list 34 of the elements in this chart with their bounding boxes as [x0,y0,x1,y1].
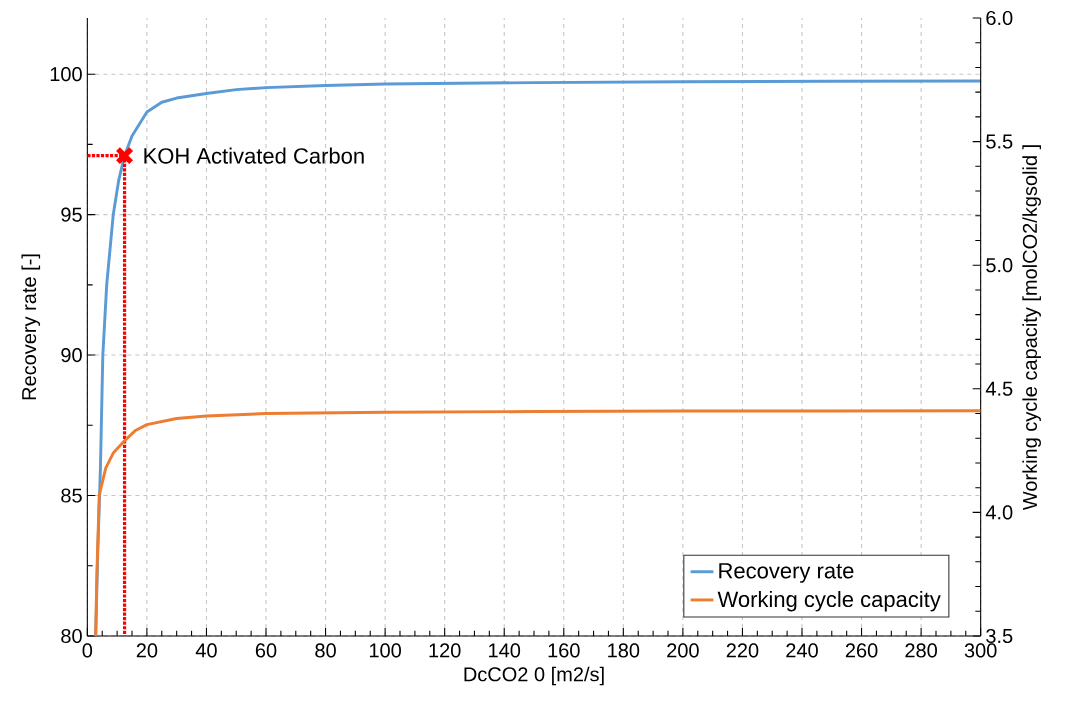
x-tick-label: 100 [369,643,401,658]
legend-label: Working cycle capacity [717,590,941,612]
y-tick-label: 80 [61,628,82,644]
y2-tick-label: 6.0 [986,10,1013,26]
x-tick-label: 40 [195,643,217,658]
x-axis-title: DcCO2 0 [m2/s] [464,666,604,686]
x-tick-label: 20 [136,643,158,658]
x-tick-label: 120 [429,643,461,658]
x-tick-label: 220 [726,643,759,658]
annotation: KOH Activated Carbon [144,147,364,164]
x-tick-label: 300 [964,643,997,658]
y-tick-label: 85 [61,488,82,503]
y-tick-label: 100 [50,67,82,82]
x-tick-label: 180 [608,643,640,658]
x-tick-label: 0 [82,643,93,658]
y2-tick-label: 5.0 [986,258,1013,273]
y-tick-label: 95 [61,207,82,222]
y-axis-title: Recovery rate [-] [21,254,41,400]
y2-tick-label: 3.5 [986,628,1013,644]
x-tick-label: 140 [489,643,521,658]
line-series [94,409,981,636]
y2-tick-label: 5.5 [986,134,1013,149]
y-tick-label: 90 [61,348,82,363]
x-tick-label: 80 [315,643,336,658]
y2-tick-label: 4.0 [985,505,1013,520]
x-tick-label: 200 [667,643,699,658]
y2-tick-label: 4.5 [985,381,1013,396]
x-tick-label: 260 [845,643,878,658]
x-tick-label: 240 [786,643,818,658]
x-tick-label: 60 [255,643,277,658]
legend-label: Recovery rate [719,563,854,583]
y2-axis-title: Working cycle capacity [molCO2/kgsolid ] [1022,145,1041,511]
x-tick-label: 280 [905,643,937,658]
x-tick-label: 160 [548,643,580,658]
